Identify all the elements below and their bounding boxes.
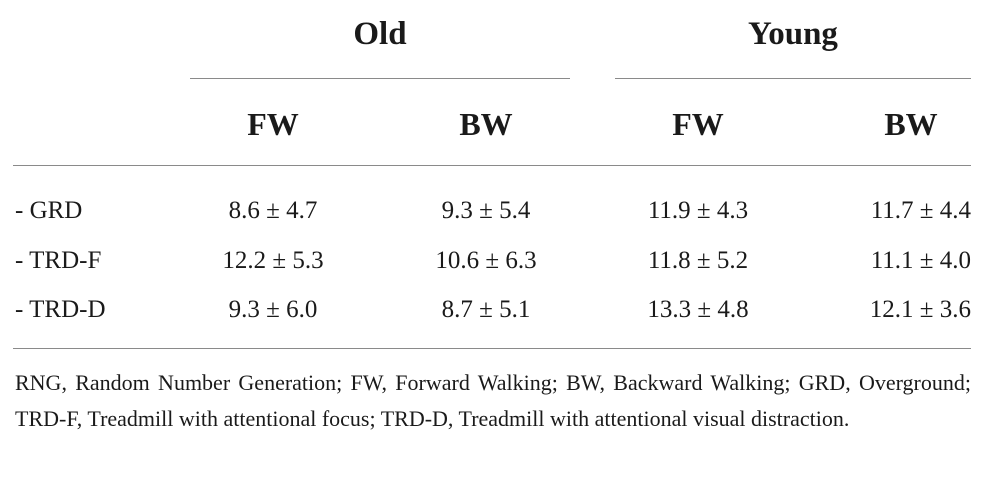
subheader-old-bw: BW — [459, 106, 513, 142]
subheader-young-fw: FW — [672, 106, 724, 142]
cell-grd-old-bw: 9.3 ± 5.4 — [441, 197, 531, 224]
group-rule-old — [190, 78, 570, 79]
group-header-old: Old — [353, 16, 407, 52]
cell-trd-f-young-bw: 11.1 ± 4.0 — [870, 247, 971, 274]
table-bottom-rule — [13, 348, 971, 349]
cell-trd-d-old-fw: 9.3 ± 6.0 — [228, 296, 318, 323]
cell-trd-d-young-fw: 13.3 ± 4.8 — [647, 296, 749, 323]
row-label-trd-d: - TRD-D — [15, 296, 106, 323]
cell-trd-d-young-bw: 12.1 ± 3.6 — [869, 296, 971, 323]
group-rule-young — [615, 78, 971, 79]
cell-trd-d-old-bw: 8.7 ± 5.1 — [441, 296, 531, 323]
group-header-young: Young — [748, 16, 838, 52]
cell-trd-f-old-fw: 12.2 ± 5.3 — [222, 247, 324, 274]
subheader-old-fw: FW — [247, 106, 299, 142]
table-footnote: RNG, Random Number Generation; FW, Forwa… — [15, 370, 971, 431]
cell-trd-f-young-fw: 11.8 ± 5.2 — [647, 247, 749, 274]
cell-trd-f-old-bw: 10.6 ± 6.3 — [435, 247, 537, 274]
cell-grd-young-fw: 11.9 ± 4.3 — [647, 197, 749, 224]
header-rule — [13, 165, 971, 166]
row-label-trd-f: - TRD-F — [15, 247, 102, 274]
row-label-grd: - GRD — [15, 197, 83, 224]
cell-grd-old-fw: 8.6 ± 4.7 — [228, 197, 318, 224]
subheader-young-bw: BW — [884, 106, 938, 142]
cell-grd-young-bw: 11.7 ± 4.4 — [870, 197, 971, 224]
